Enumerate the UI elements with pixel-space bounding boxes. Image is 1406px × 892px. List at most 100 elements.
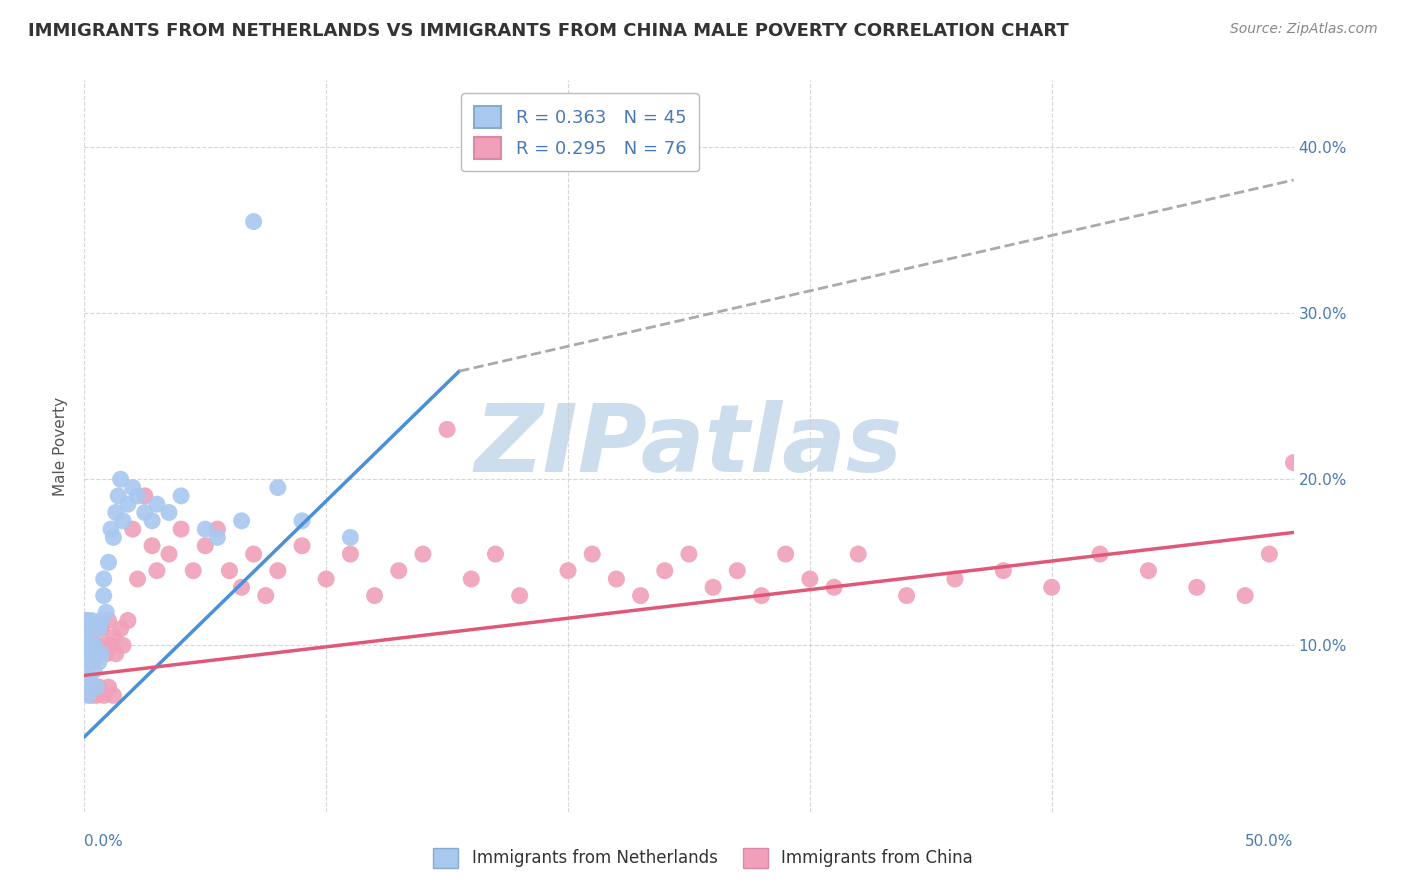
Point [1185, 580, 1208, 594]
Point [194, 539, 217, 553]
Point [100, 522, 122, 536]
Point [170, 522, 193, 536]
Point [775, 547, 797, 561]
Point [315, 572, 337, 586]
Point [846, 547, 869, 561]
Point [103, 630, 125, 644]
Point [460, 572, 482, 586]
Point [80, 630, 103, 644]
Point [80, 639, 103, 653]
Point [412, 547, 434, 561]
Point [83, 655, 105, 669]
Point [97, 614, 120, 628]
Point [100, 639, 122, 653]
Point [121, 522, 143, 536]
Point [254, 589, 277, 603]
Point [86, 647, 108, 661]
Point [141, 539, 163, 553]
Point [75, 630, 97, 644]
Point [76, 614, 98, 628]
Point [291, 514, 314, 528]
Point [388, 564, 411, 578]
Point [77, 655, 100, 669]
Legend: Immigrants from Netherlands, Immigrants from China: Immigrants from Netherlands, Immigrants … [426, 841, 980, 875]
Point [993, 564, 1015, 578]
Point [605, 572, 627, 586]
Point [127, 489, 149, 503]
Point [170, 489, 193, 503]
Point [103, 689, 125, 703]
Point [1137, 564, 1160, 578]
Point [93, 589, 115, 603]
Point [103, 530, 125, 544]
Point [678, 547, 700, 561]
Point [581, 547, 603, 561]
Point [77, 672, 100, 686]
Point [218, 564, 240, 578]
Point [80, 647, 103, 661]
Point [242, 547, 264, 561]
Point [104, 647, 127, 661]
Point [77, 622, 100, 636]
Point [80, 689, 103, 703]
Legend: R = 0.363   N = 45, R = 0.295   N = 76: R = 0.363 N = 45, R = 0.295 N = 76 [461, 93, 699, 171]
Point [799, 572, 821, 586]
Point [94, 605, 117, 619]
Point [94, 647, 117, 661]
Point [896, 589, 918, 603]
Point [339, 547, 361, 561]
Point [1234, 589, 1257, 603]
Point [231, 580, 253, 594]
Point [1282, 456, 1305, 470]
Point [93, 639, 115, 653]
Point [87, 680, 110, 694]
Point [231, 514, 253, 528]
Point [267, 564, 290, 578]
Point [87, 647, 110, 661]
Point [83, 664, 105, 678]
Point [363, 589, 385, 603]
Text: Source: ZipAtlas.com: Source: ZipAtlas.com [1230, 22, 1378, 37]
Point [75, 639, 97, 653]
Point [110, 622, 132, 636]
Point [823, 580, 845, 594]
Point [90, 614, 112, 628]
Text: 0.0%: 0.0% [84, 834, 124, 848]
Point [557, 564, 579, 578]
Point [121, 481, 143, 495]
Point [107, 489, 129, 503]
Point [207, 530, 229, 544]
Point [1040, 580, 1063, 594]
Point [97, 555, 120, 569]
Point [83, 639, 105, 653]
Point [436, 422, 458, 436]
Point [76, 614, 98, 628]
Point [90, 647, 112, 661]
Point [134, 506, 156, 520]
Point [77, 622, 100, 636]
Point [80, 655, 103, 669]
Point [484, 547, 506, 561]
Point [104, 506, 127, 520]
Point [117, 497, 139, 511]
Point [87, 622, 110, 636]
Point [725, 564, 748, 578]
Point [242, 214, 264, 228]
Point [630, 589, 652, 603]
Point [90, 622, 112, 636]
Point [291, 539, 314, 553]
Point [146, 497, 169, 511]
Point [76, 647, 98, 661]
Point [77, 647, 100, 661]
Point [181, 564, 204, 578]
Point [134, 489, 156, 503]
Point [76, 639, 98, 653]
Point [141, 514, 163, 528]
Point [97, 680, 120, 694]
Point [654, 564, 676, 578]
Text: IMMIGRANTS FROM NETHERLANDS VS IMMIGRANTS FROM CHINA MALE POVERTY CORRELATION CH: IMMIGRANTS FROM NETHERLANDS VS IMMIGRANT… [28, 22, 1069, 40]
Point [207, 522, 229, 536]
Point [157, 506, 180, 520]
Point [86, 680, 108, 694]
Point [83, 680, 105, 694]
